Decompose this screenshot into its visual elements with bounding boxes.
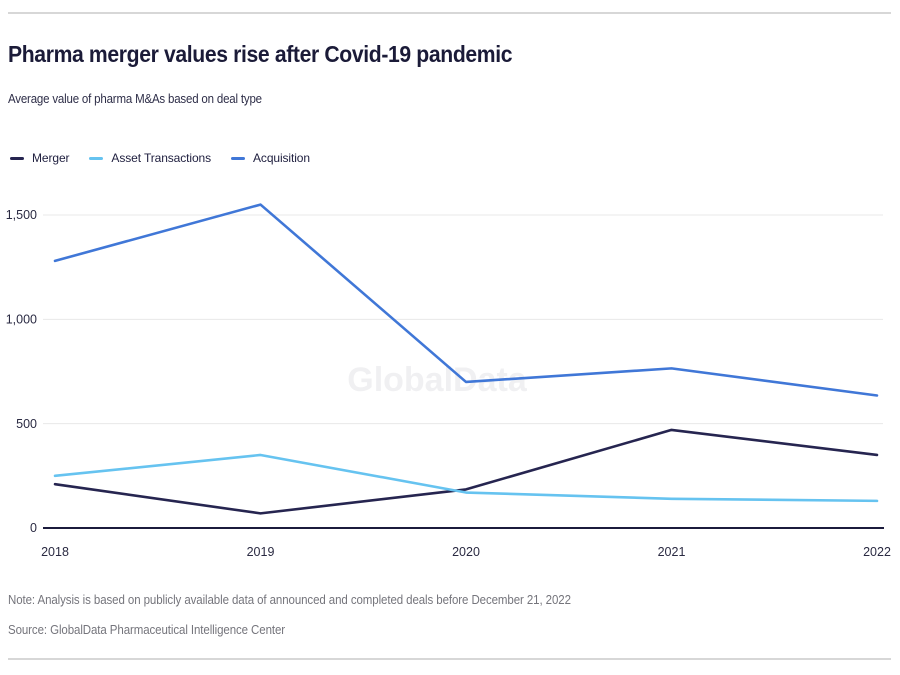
bottom-divider xyxy=(8,658,891,660)
footnote: Note: Analysis is based on publicly avai… xyxy=(8,593,571,607)
series-line-asset-transactions xyxy=(53,453,879,503)
x-tick-label: 2022 xyxy=(863,545,891,559)
x-tick-label: 2018 xyxy=(41,545,69,559)
legend-label: Merger xyxy=(32,151,70,165)
legend-item-merger: Merger xyxy=(10,151,70,165)
source-credit: Source: GlobalData Pharmaceutical Intell… xyxy=(8,623,286,637)
legend-label: Acquisition xyxy=(253,151,310,165)
y-tick-label: 0 xyxy=(30,521,37,535)
y-tick-label: 1,500 xyxy=(6,208,37,222)
legend-item-acquisition: Acquisition xyxy=(231,151,310,165)
series-line-merger xyxy=(53,428,879,515)
x-tick-label: 2020 xyxy=(452,545,480,559)
x-tick-label: 2021 xyxy=(658,545,686,559)
x-tick-label: 2019 xyxy=(247,545,275,559)
chart-legend: Merger Asset Transactions Acquisition xyxy=(10,150,330,166)
page-subtitle: Average value of pharma M&As based on de… xyxy=(8,92,262,106)
y-tick-label: 500 xyxy=(16,417,37,431)
series-line-acquisition xyxy=(53,203,879,397)
legend-dash-icon xyxy=(89,156,104,160)
legend-label: Asset Transactions xyxy=(111,151,212,165)
top-divider xyxy=(8,12,891,14)
page-title: Pharma merger values rise after Covid-19… xyxy=(8,41,513,67)
legend-dash-icon xyxy=(10,156,24,160)
legend-dash-icon xyxy=(231,156,246,160)
y-tick-label: 1,000 xyxy=(6,313,37,327)
legend-item-asset-transactions: Asset Transactions xyxy=(89,151,211,165)
